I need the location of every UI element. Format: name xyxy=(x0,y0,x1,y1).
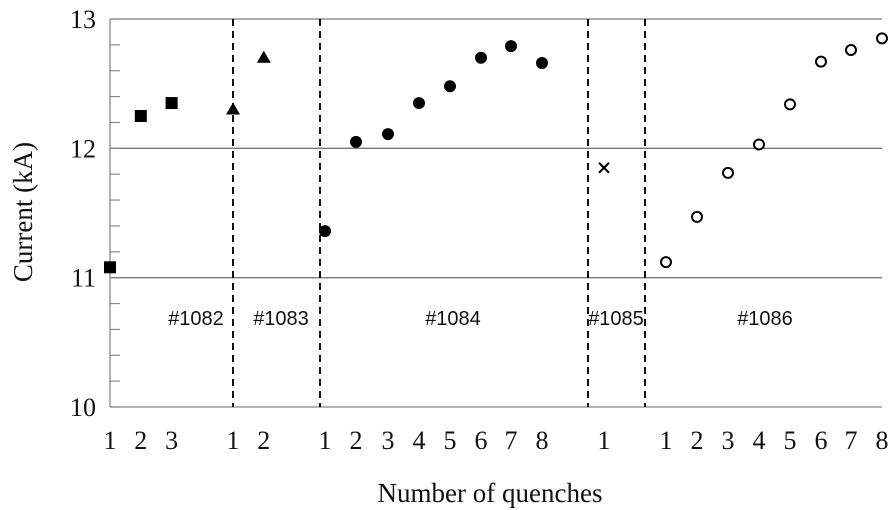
data-point xyxy=(319,225,331,238)
group-label: #1082 xyxy=(168,308,224,330)
data-point xyxy=(598,162,610,174)
x-tick-label: 7 xyxy=(845,426,858,455)
data-point xyxy=(505,40,517,53)
group-labels: #1082 #1083 #1084 #1085 #1086 xyxy=(168,308,793,330)
axes xyxy=(109,18,882,408)
data-point xyxy=(753,138,765,151)
x-tick-label: 1 xyxy=(598,426,611,455)
x-tick-label: 6 xyxy=(475,426,488,455)
data-point xyxy=(722,166,734,179)
x-tick-label: 8 xyxy=(876,426,889,455)
x-tick-label: 3 xyxy=(382,426,395,455)
group-label: #1085 xyxy=(588,308,644,330)
x-tick-label: 2 xyxy=(134,426,147,455)
data-point xyxy=(134,110,147,122)
x-axis-title: Number of quenches xyxy=(378,478,603,508)
group-label: #1086 xyxy=(737,308,793,330)
x-tick-label: 3 xyxy=(722,426,735,455)
data-point xyxy=(350,135,362,148)
data-point xyxy=(691,210,703,223)
data-point xyxy=(256,50,271,63)
y-tick-label: 12 xyxy=(70,134,96,163)
data-point xyxy=(475,51,487,64)
data-point xyxy=(660,256,672,269)
data-points xyxy=(104,32,888,274)
group-label: #1084 xyxy=(425,308,481,330)
data-point xyxy=(413,97,425,110)
data-point xyxy=(444,80,456,93)
x-tick-label: 2 xyxy=(691,426,704,455)
data-point xyxy=(104,261,116,274)
data-point xyxy=(226,102,240,115)
x-tick-label: 4 xyxy=(413,426,426,455)
x-tick-label: 6 xyxy=(815,426,828,455)
data-point xyxy=(815,55,827,68)
x-tick-label: 5 xyxy=(444,426,457,455)
data-point xyxy=(845,44,857,57)
y-tick-label: 13 xyxy=(70,5,96,34)
x-tick-label: 3 xyxy=(165,426,178,455)
group-label: #1083 xyxy=(253,308,309,330)
y-axis-title: Current (kA) xyxy=(8,142,38,282)
x-tick-label: 1 xyxy=(104,426,117,455)
data-point xyxy=(382,128,394,141)
x-tick-label: 1 xyxy=(660,426,673,455)
group-dividers xyxy=(232,19,646,407)
x-tick-label: 5 xyxy=(784,426,797,455)
x-tick-label: 2 xyxy=(350,426,363,455)
x-tick-label: 2 xyxy=(257,426,270,455)
data-point xyxy=(536,56,548,69)
y-tick-label: 10 xyxy=(70,393,96,422)
gridlines xyxy=(110,18,882,279)
x-tick-label: 4 xyxy=(753,426,766,455)
data-point xyxy=(165,97,178,110)
y-tick-label: 11 xyxy=(71,264,96,293)
x-tick-label: 1 xyxy=(227,426,240,455)
data-point xyxy=(876,32,888,45)
x-tick-label: 8 xyxy=(536,426,549,455)
data-point xyxy=(784,98,796,111)
x-tick-label: 7 xyxy=(505,426,518,455)
x-tick-label: 1 xyxy=(319,426,332,455)
